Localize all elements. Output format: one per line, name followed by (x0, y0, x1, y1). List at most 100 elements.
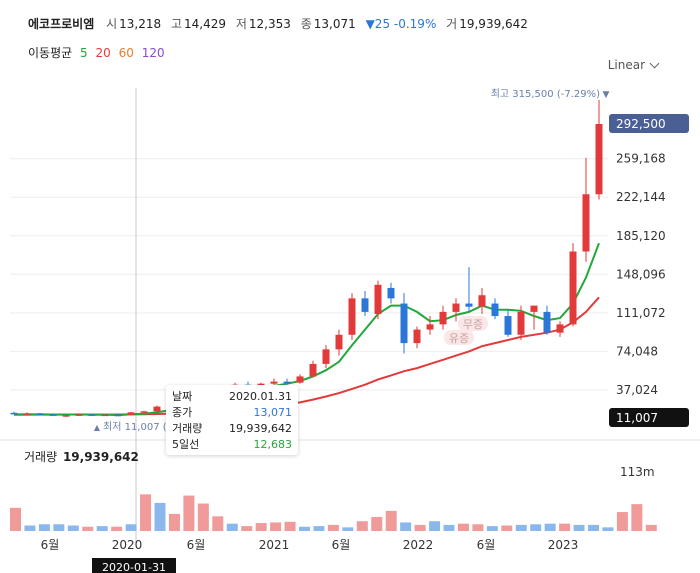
tooltip-volume-row: 거래량 19,939,642 (172, 421, 292, 437)
volume-panel-value: 19,939,642 (62, 450, 139, 464)
close-label: 종 (300, 17, 312, 31)
candle[interactable] (530, 305, 538, 312)
candles (10, 100, 603, 417)
high-marker-icon: ▼ (603, 90, 610, 100)
volume-bar (472, 524, 484, 531)
x-tick-label: 2022 (403, 538, 434, 552)
volume-bars (10, 494, 657, 531)
ma-20: 20 (95, 46, 111, 60)
low-marker-icon: ▲ (94, 423, 101, 432)
ma20-series-line (14, 296, 600, 416)
volume-panel-label: 거래량 19,939,642 (24, 448, 139, 465)
candle[interactable] (88, 414, 96, 416)
candle[interactable] (75, 414, 83, 416)
low-annotation: 최저 11,007 (2 (103, 421, 173, 433)
candle[interactable] (101, 414, 109, 417)
volume-bar (588, 524, 599, 531)
candle[interactable] (491, 303, 499, 317)
tooltip-volume-label: 거래량 (172, 422, 203, 435)
crosshair-tooltip: 날짜 2020.01.31 종가 13,071 거래량 19,939,642 5… (166, 385, 298, 455)
candle[interactable] (361, 298, 369, 312)
volume-bar (226, 523, 238, 531)
volume-bar (53, 524, 65, 531)
candle[interactable] (140, 411, 148, 413)
candle[interactable] (413, 329, 421, 344)
volume-bar (183, 495, 195, 531)
open-value: 13,218 (119, 17, 162, 31)
candle[interactable] (543, 311, 551, 333)
candle[interactable] (62, 415, 70, 417)
stock-name: 에코프로비엠 (28, 17, 95, 31)
candle[interactable] (10, 412, 18, 415)
crosshair-date: 2020-01-31 (102, 561, 166, 573)
tooltip-close-value: 13,071 (253, 406, 293, 419)
close-value: 13,071 (313, 17, 356, 31)
volume-bar (501, 525, 513, 531)
volume-bar (530, 524, 542, 531)
volume-bar (631, 504, 643, 531)
volume-bar (645, 524, 657, 531)
candle[interactable] (296, 376, 304, 383)
candle[interactable] (322, 349, 330, 364)
candle[interactable] (49, 414, 57, 416)
moving-average-label: 이동평균 (28, 46, 73, 60)
volume-bar (38, 524, 50, 531)
volume-bar (457, 523, 469, 531)
candle[interactable] (478, 295, 486, 307)
candle[interactable] (426, 324, 434, 330)
candle[interactable] (283, 381, 291, 384)
ma5-line (14, 242, 600, 417)
event-bonus-issue[interactable]: 무증 (463, 318, 483, 331)
event-rights-issue[interactable]: 유증 (449, 332, 469, 345)
candle[interactable] (400, 303, 408, 344)
candle[interactable] (556, 324, 564, 333)
volume-bar (154, 502, 166, 531)
y-tick-label: 185,120 (616, 229, 666, 243)
scale-dropdown[interactable]: Linear (608, 58, 660, 72)
low-price-badge (609, 408, 689, 427)
moving-average-legend[interactable]: 이동평균 5 20 60 120 (28, 44, 169, 61)
volume-panel-title: 거래량 (24, 450, 58, 464)
volume-bar (82, 526, 94, 531)
candle[interactable] (595, 124, 603, 195)
candle[interactable] (348, 298, 356, 335)
event-bonus-issue-bg (458, 316, 488, 331)
candle[interactable] (309, 363, 317, 377)
volume-bar (327, 524, 339, 531)
volume-bar (371, 516, 383, 531)
volume-bar (342, 527, 354, 531)
volume-bar (313, 526, 325, 531)
candle[interactable] (569, 251, 577, 325)
volume-bar (270, 522, 282, 531)
high-label: 고 (170, 17, 182, 31)
volume-bar (429, 521, 441, 531)
candle[interactable] (374, 284, 382, 314)
volume-bar (515, 524, 527, 531)
change-value: ▼25 -0.19% (365, 17, 437, 31)
ma-5: 5 (80, 46, 88, 60)
candle[interactable] (582, 194, 590, 252)
candle[interactable] (127, 412, 135, 415)
candle[interactable] (335, 334, 343, 350)
volume-label: 거 (446, 17, 458, 31)
x-tick-label: 6월 (332, 538, 351, 552)
candle[interactable] (36, 413, 44, 415)
candle[interactable] (153, 406, 161, 412)
candle[interactable] (23, 413, 31, 415)
tooltip-ma5-value: 12,683 (253, 438, 293, 451)
candle[interactable] (439, 311, 447, 325)
candle[interactable] (270, 381, 278, 384)
volume-bar (385, 510, 397, 531)
x-tick-label: 6월 (477, 538, 496, 552)
candle[interactable] (114, 414, 122, 417)
candle[interactable] (387, 287, 395, 299)
tooltip-date-label: 날짜 (172, 390, 193, 403)
current-price-value: 292,500 (616, 117, 666, 131)
candle[interactable] (504, 316, 512, 335)
ma5-series-line (14, 242, 600, 417)
candle[interactable] (465, 303, 473, 307)
candle[interactable] (452, 303, 460, 312)
candle[interactable] (517, 311, 525, 335)
volume-bar (140, 494, 152, 531)
